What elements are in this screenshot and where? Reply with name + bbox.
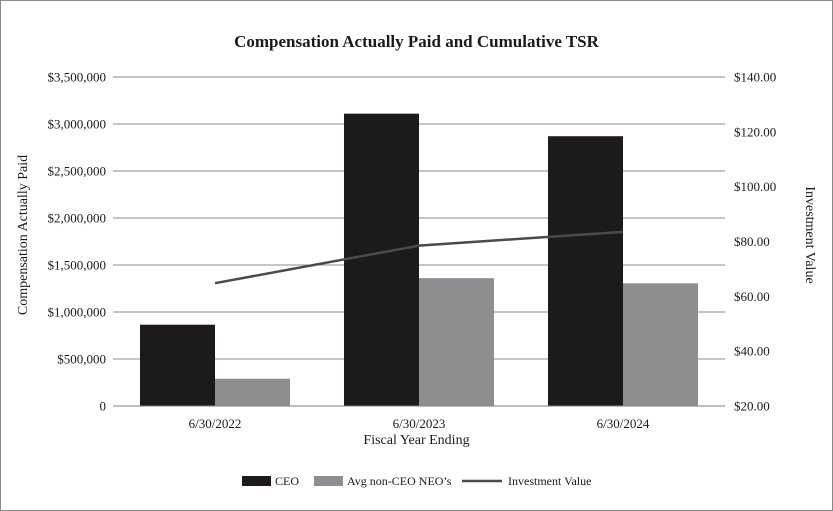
y-axis-title: Compensation Actually Paid [16,155,31,315]
chart-title: Compensation Actually Paid and Cumulativ… [234,32,600,51]
y-axis-ticks: 0 $500,000 $1,000,000 $1,500,000 $2,000,000 $… [48,70,107,414]
avg-neo-bar [419,278,494,406]
y-tick-label: $3,500,000 [48,70,107,85]
y-tick-label: $2,000,000 [48,211,107,226]
y2-tick-label: $60.00 [734,289,770,304]
legend: CEO Avg non-CEO NEO’s Investment Value [242,474,591,488]
y-tick-label: 0 [100,399,107,414]
y2-tick-label: $40.00 [734,344,770,359]
y2-axis-ticks: $20.00 $40.00 $60.00 $80.00 $100.00 $120.00 $1… [734,70,776,414]
investment-value-line-group [214,230,624,285]
y2-tick-label: $120.00 [734,124,776,139]
legend-label: CEO [275,474,299,488]
ceo-bar [548,136,623,406]
y2-tick-label: $100.00 [734,179,776,194]
x-tick-label: 6/30/2024 [597,416,650,431]
y-tick-label: $500,000 [57,352,106,367]
legend-swatch [314,476,343,486]
bars [140,113,698,406]
y-tick-label: $1,500,000 [48,258,107,273]
x-tick-label: 6/30/2023 [393,416,446,431]
legend-label: Investment Value [508,474,591,488]
y2-axis-title: Investment Value [802,186,817,283]
legend-label: Avg non-CEO NEO’s [347,474,452,488]
y2-tick-label: $20.00 [734,399,770,414]
y2-tick-label: $140.00 [734,70,776,85]
ceo-bar [344,113,419,406]
y-tick-label: $1,000,000 [48,305,107,320]
x-axis-ticks: 6/30/2022 6/30/2023 6/30/2024 [189,416,650,431]
x-axis-title: Fiscal Year Ending [363,433,469,448]
ceo-bar [140,324,215,406]
avg-neo-bar [215,378,290,406]
y-tick-label: $2,500,000 [48,164,107,179]
y-tick-label: $3,000,000 [48,117,107,132]
legend-swatch [242,476,271,486]
avg-neo-bar [623,283,698,406]
x-tick-label: 6/30/2022 [189,416,242,431]
y2-tick-label: $80.00 [734,234,770,249]
